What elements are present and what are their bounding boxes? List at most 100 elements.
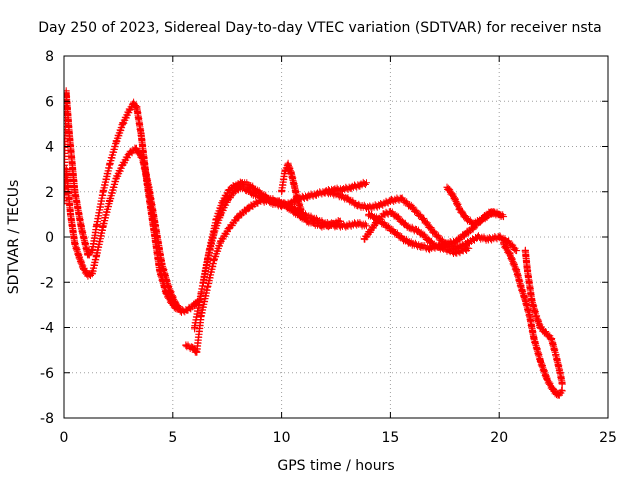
data-point (158, 260, 166, 268)
data-point (513, 267, 521, 275)
data-point (373, 215, 381, 223)
data-point (138, 154, 146, 162)
data-point (278, 188, 286, 196)
tick-layer: 0 5 10 15 20 25 -8 -6 -4 -2 0 2 4 6 8 (40, 49, 617, 446)
data-point (332, 190, 340, 198)
data-point (382, 222, 390, 230)
y-axis-label: SDTVAR / TECUs (6, 180, 22, 295)
data-point (284, 161, 292, 169)
data-point (312, 190, 320, 198)
data-point (297, 206, 305, 214)
data-point (133, 104, 141, 112)
data-point (197, 290, 205, 298)
data-point (206, 244, 214, 252)
data-point (541, 328, 549, 336)
data-point (360, 235, 368, 243)
data-point (164, 283, 172, 291)
data-point (197, 312, 205, 320)
data-point (119, 120, 127, 128)
y-tick-label: -4 (40, 321, 54, 337)
chart-title: Day 250 of 2023, Sidereal Day-to-day VTE… (38, 20, 601, 36)
y-tick-label: 4 (45, 140, 54, 156)
data-point (450, 192, 458, 200)
data-point (245, 181, 253, 189)
data-point (443, 183, 451, 191)
data-point (281, 167, 289, 175)
data-point (430, 228, 438, 236)
data-point (119, 161, 127, 169)
data-point (106, 161, 114, 169)
data-point (210, 256, 218, 264)
data-point (530, 335, 538, 343)
series-5 (199, 178, 344, 286)
data-point (500, 213, 508, 221)
data-point (426, 238, 434, 246)
data-point (413, 226, 421, 234)
data-point (225, 224, 233, 232)
data-point (386, 197, 394, 205)
data-point (419, 231, 427, 239)
data-point (343, 195, 351, 203)
data-point (125, 149, 133, 157)
data-point (291, 183, 299, 191)
data-point (399, 235, 407, 243)
data-point (452, 249, 460, 257)
data-point (552, 351, 560, 359)
data-point (184, 305, 192, 313)
data-point (99, 188, 107, 196)
series-10 (443, 183, 508, 228)
x-tick-label: 0 (60, 430, 69, 446)
data-point (443, 240, 451, 248)
data-point (489, 208, 497, 216)
data-point (64, 88, 70, 96)
data-point (125, 106, 133, 114)
series-7 (321, 187, 521, 255)
data-point (556, 369, 564, 377)
data-point (500, 240, 508, 248)
series-6 (278, 159, 305, 214)
data-point (354, 201, 362, 209)
data-point (476, 217, 484, 225)
data-point (445, 247, 453, 255)
data-point (343, 222, 351, 230)
data-point (64, 199, 68, 207)
x-tick-label: 25 (599, 430, 617, 446)
data-point (71, 240, 79, 248)
data-point (188, 344, 196, 352)
data-point (204, 283, 212, 291)
series-holder (64, 87, 566, 399)
data-point (294, 197, 302, 205)
data-point (112, 138, 120, 146)
y-tick-label: -6 (40, 366, 54, 382)
data-point (354, 219, 362, 227)
data-point (65, 131, 73, 139)
data-point (193, 348, 201, 356)
y-tick-label: 6 (45, 94, 54, 110)
data-point (537, 324, 545, 331)
data-point (484, 235, 492, 243)
data-point (434, 242, 442, 250)
data-point (521, 247, 529, 255)
data-point (93, 222, 101, 230)
data-point (317, 222, 325, 230)
data-point (465, 244, 473, 252)
data-point (217, 238, 225, 246)
data-point (71, 188, 79, 196)
y-tick-label: -2 (40, 275, 54, 291)
data-point (171, 299, 179, 307)
data-point (191, 324, 199, 331)
data-point (145, 183, 153, 191)
data-point (321, 188, 329, 196)
series-11 (500, 238, 566, 399)
data-point (88, 269, 96, 277)
data-point (84, 271, 92, 279)
data-point (323, 222, 331, 230)
data-point (406, 224, 414, 232)
data-point (463, 240, 471, 248)
data-point (397, 195, 405, 203)
data-point (456, 206, 464, 214)
data-point (419, 215, 427, 223)
x-tick-label: 10 (273, 430, 291, 446)
data-point (380, 210, 388, 218)
